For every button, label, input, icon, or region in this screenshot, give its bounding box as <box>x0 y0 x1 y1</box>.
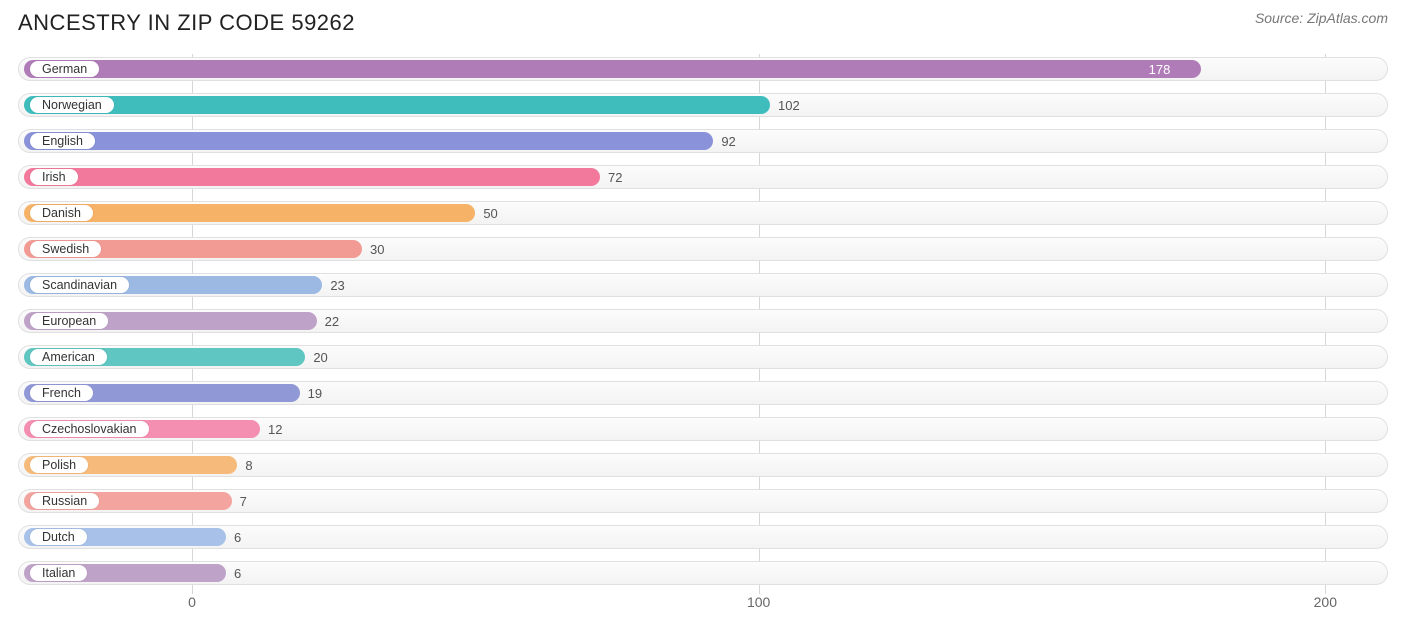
bar-value-label: 102 <box>778 97 800 113</box>
bar-row: Dutch 6 <box>18 522 1388 552</box>
chart-source: Source: ZipAtlas.com <box>1255 10 1388 26</box>
bar-value-label: 23 <box>330 277 344 293</box>
bar-fill <box>24 96 770 114</box>
bar-row: Danish 50 <box>18 198 1388 228</box>
bar-list: German 178 Norwegian 102 English 92 Irish 72 Dan… <box>18 54 1388 588</box>
chart-header: ANCESTRY IN ZIP CODE 59262 Source: ZipAt… <box>18 10 1388 36</box>
bar-value-label: 12 <box>268 421 282 437</box>
bar-row: English 92 <box>18 126 1388 156</box>
bar-row: Swedish 30 <box>18 234 1388 264</box>
bar-row: Irish 72 <box>18 162 1388 192</box>
bar-value-label: 19 <box>308 385 322 401</box>
bar-label-pill: Irish <box>30 169 78 185</box>
bar-row: German 178 <box>18 54 1388 84</box>
bar-label-pill: Dutch <box>30 529 87 545</box>
chart-title: ANCESTRY IN ZIP CODE 59262 <box>18 10 355 36</box>
bar-value-label: 50 <box>483 205 497 221</box>
bar-row: Norwegian 102 <box>18 90 1388 120</box>
chart-area: German 178 Norwegian 102 English 92 Irish 72 Dan… <box>18 54 1388 622</box>
bar-label-pill: Czechoslovakian <box>30 421 149 437</box>
bar-label-pill: Polish <box>30 457 88 473</box>
bar-value-label: 7 <box>240 493 247 509</box>
bar-value-label: 20 <box>313 349 327 365</box>
bar-row: Czechoslovakian 12 <box>18 414 1388 444</box>
bar-value-label: 8 <box>245 457 252 473</box>
bar-row: Scandinavian 23 <box>18 270 1388 300</box>
bar-label-pill: Scandinavian <box>30 277 129 293</box>
bar-label-pill: English <box>30 133 95 149</box>
bar-label-pill: Swedish <box>30 241 101 257</box>
bar-row: Polish 8 <box>18 450 1388 480</box>
bar-fill <box>24 168 600 186</box>
axis-tick-label: 100 <box>729 594 789 610</box>
bar-value-label: 178 <box>1149 61 1171 77</box>
bar-row: French 19 <box>18 378 1388 408</box>
axis-tick-label: 0 <box>162 594 222 610</box>
bar-label-pill: French <box>30 385 93 401</box>
bar-label-pill: Danish <box>30 205 93 221</box>
bar-value-label: 6 <box>234 565 241 581</box>
bar-row: European 22 <box>18 306 1388 336</box>
bar-value-label: 72 <box>608 169 622 185</box>
bar-fill <box>24 132 713 150</box>
bar-label-pill: Norwegian <box>30 97 114 113</box>
bar-row: Italian 6 <box>18 558 1388 588</box>
bar-row: Russian 7 <box>18 486 1388 516</box>
bar-value-label: 6 <box>234 529 241 545</box>
bar-fill <box>24 60 1201 78</box>
axis-tick-label: 200 <box>1295 594 1355 610</box>
bar-label-pill: Italian <box>30 565 87 581</box>
bar-label-pill: Russian <box>30 493 99 509</box>
bar-value-label: 30 <box>370 241 384 257</box>
bar-label-pill: German <box>30 61 99 77</box>
x-axis: 0 100 200 <box>18 594 1388 622</box>
bar-row: American 20 <box>18 342 1388 372</box>
bar-value-label: 92 <box>721 133 735 149</box>
bar-label-pill: European <box>30 313 108 329</box>
bar-label-pill: American <box>30 349 107 365</box>
bar-value-label: 22 <box>325 313 339 329</box>
